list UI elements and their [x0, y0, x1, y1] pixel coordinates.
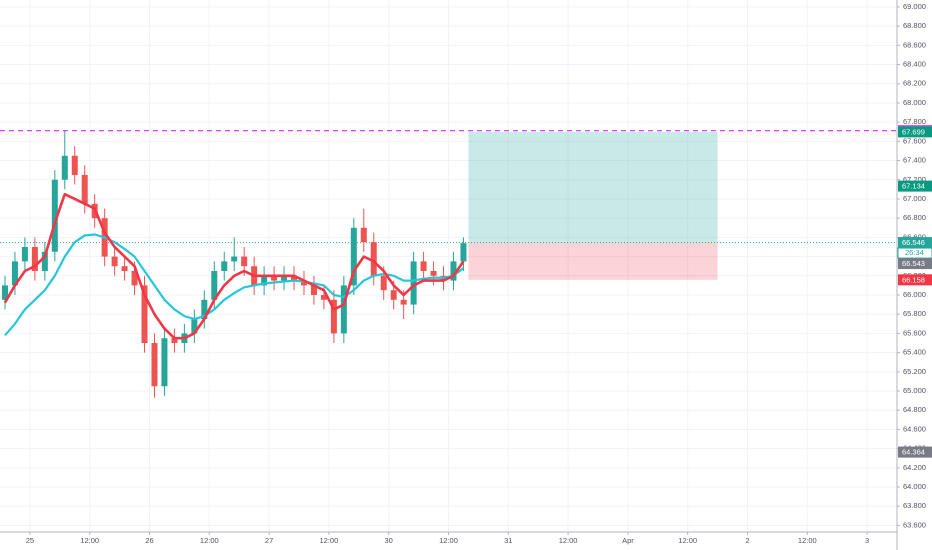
candle-body [241, 256, 248, 267]
price-label-box [898, 126, 932, 138]
y-tick-label: 65.000 [903, 386, 926, 395]
candle-body [430, 270, 437, 276]
x-tick-label: 12:00 [80, 536, 99, 545]
candle-body [81, 174, 88, 204]
y-tick-label: 68.800 [903, 21, 926, 30]
price-label-box [898, 180, 932, 192]
candle-body [370, 242, 377, 276]
x-tick-label: 31 [504, 536, 512, 545]
y-tick-label: 66.800 [903, 213, 926, 222]
candle-body [231, 256, 238, 262]
x-tick-label: 30 [385, 536, 393, 545]
candle-body [51, 179, 58, 252]
candle-body [121, 266, 128, 271]
price-label: 66.546 [902, 238, 925, 247]
price-label-box [898, 258, 932, 270]
candle-body [390, 290, 397, 300]
price-label-box [898, 274, 932, 286]
y-tick-label: 68.200 [903, 79, 926, 88]
candle-body [261, 275, 268, 286]
moving-average [3, 192, 465, 340]
x-tick-label: 12:00 [678, 536, 697, 545]
price-label: 67.134 [902, 182, 925, 191]
y-tick-label: 67.200 [903, 175, 926, 184]
x-tick-label: 12:00 [798, 536, 817, 545]
candle-body [420, 261, 427, 271]
y-tick-label: 67.000 [903, 194, 926, 203]
candle-body [320, 295, 327, 300]
y-tick-label: 63.600 [903, 520, 926, 529]
y-tick-label: 67.600 [903, 136, 926, 145]
y-tick-label: 64.200 [903, 463, 926, 472]
candle-body [211, 270, 218, 300]
x-tick-label: 27 [265, 536, 273, 545]
price-label: 66.543 [902, 259, 925, 268]
candle-body [131, 270, 138, 286]
y-tick-label: 66.000 [903, 290, 926, 299]
price-label: 67.699 [902, 127, 925, 136]
loss-zone [468, 242, 718, 280]
candle-body [360, 227, 367, 243]
price-label-box [898, 237, 932, 249]
candle-body [71, 155, 78, 175]
x-tick-label: Apr [622, 536, 634, 545]
x-tick-label: 12:00 [559, 536, 578, 545]
candle-body [310, 285, 317, 296]
y-tick-label: 65.600 [903, 328, 926, 337]
candle-body [450, 261, 457, 281]
price-label: 66.158 [902, 275, 925, 284]
candle-body [460, 243, 467, 262]
y-tick-label: 68.000 [903, 98, 926, 107]
candle-body [1, 285, 8, 300]
x-tick-label: 3 [865, 536, 869, 545]
candle-body [161, 338, 168, 387]
candle-body [171, 338, 178, 344]
countdown: 26:34 [905, 248, 924, 257]
candle-body [281, 275, 288, 281]
candle-body [221, 261, 228, 271]
y-tick-label: 66.600 [903, 232, 926, 241]
y-tick-label: 65.200 [903, 367, 926, 376]
candle-body [410, 261, 417, 305]
y-tick-label: 64.800 [903, 405, 926, 414]
candle-body [111, 256, 118, 267]
y-tick-label: 64.000 [903, 482, 926, 491]
candle-body [350, 227, 357, 286]
x-tick-label: 12:00 [439, 536, 458, 545]
x-tick-label: 26 [145, 536, 153, 545]
candle-body [380, 275, 387, 291]
candle-body [300, 280, 307, 286]
x-tick-label: 2 [745, 536, 749, 545]
y-tick-label: 64.600 [903, 424, 926, 433]
y-tick-label: 65.400 [903, 348, 926, 357]
y-tick-label: 68.400 [903, 60, 926, 69]
candle-body [41, 251, 48, 271]
candle-body [141, 285, 148, 344]
y-tick-label: 67.800 [903, 117, 926, 126]
y-tick-label: 68.600 [903, 40, 926, 49]
profit-zone [468, 131, 718, 243]
candle-body [330, 299, 337, 334]
candle-body [191, 319, 198, 334]
y-tick-label: 63.800 [903, 501, 926, 510]
x-tick-label: 25 [26, 536, 34, 545]
price-label-box [898, 446, 932, 458]
candle-body [271, 275, 278, 281]
x-tick-label: 12:00 [320, 536, 339, 545]
candle-body [201, 299, 208, 320]
candle-body [340, 285, 347, 334]
y-tick-label: 69.000 [903, 2, 926, 11]
candle-body [151, 343, 158, 387]
y-tick-label: 67.400 [903, 156, 926, 165]
candle-body [21, 246, 28, 262]
candle-body [400, 299, 407, 305]
x-tick-label: 12:00 [200, 536, 219, 545]
candle-body [291, 275, 298, 281]
candle-body [31, 246, 38, 271]
candle-body [11, 261, 18, 286]
price-label: 64.364 [902, 448, 925, 457]
y-tick-label: 65.800 [903, 309, 926, 318]
candle-body [61, 155, 68, 180]
